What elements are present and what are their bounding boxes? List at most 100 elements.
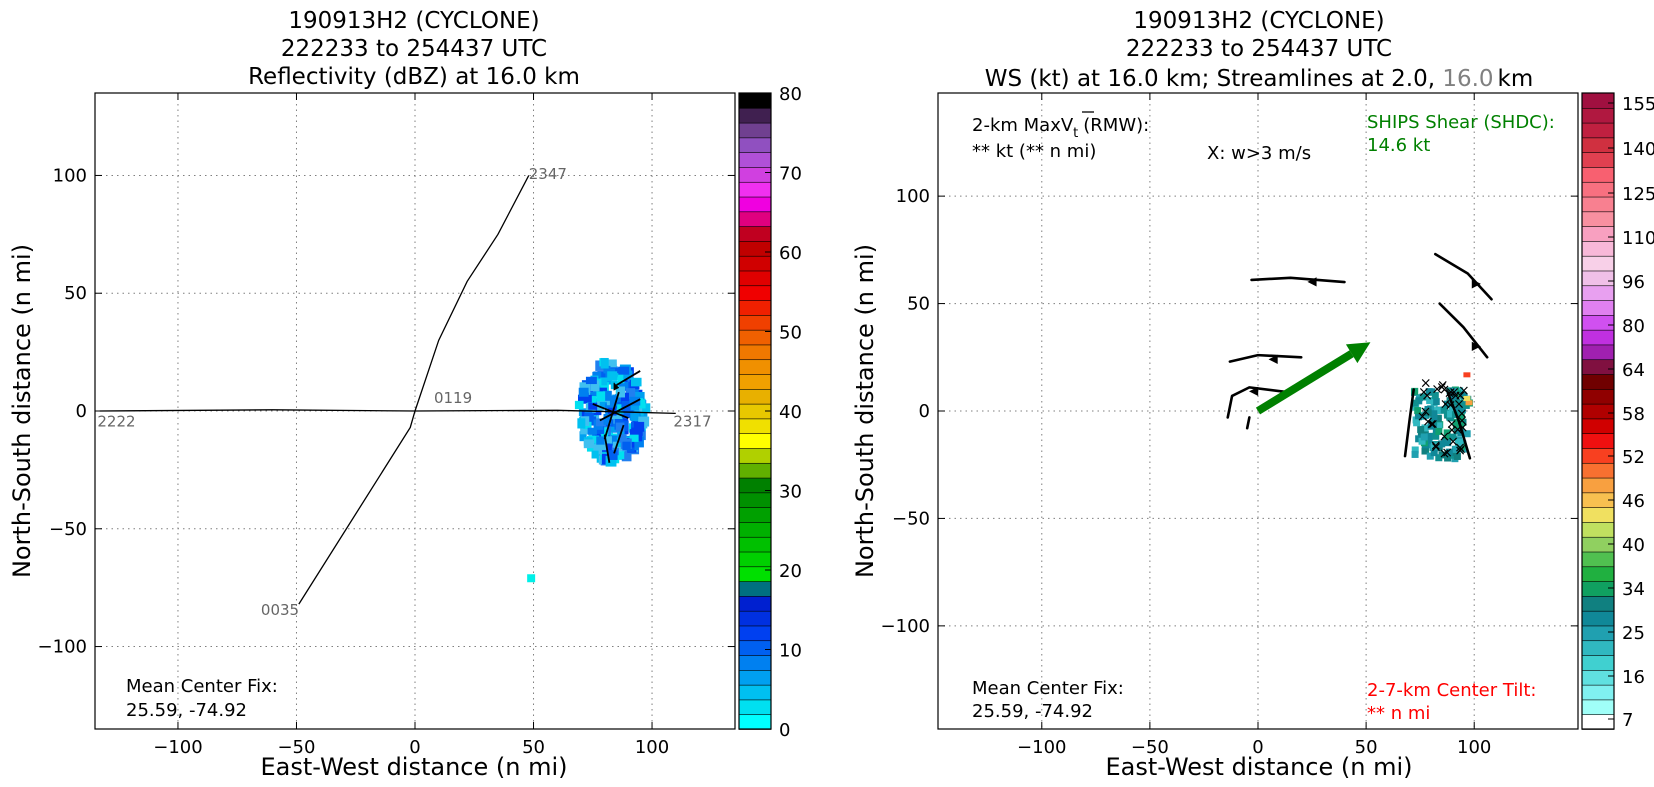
colorbar-tick-label: 140 [1622, 139, 1654, 160]
updraft-marker: × [1436, 379, 1448, 395]
reflectivity-cell [591, 450, 599, 459]
windspeed-cell [1417, 425, 1425, 433]
colorbar-swatch [1581, 196, 1615, 213]
reflectivity-cell [625, 388, 636, 399]
reflectivity-cell [596, 391, 606, 402]
reflectivity-cell [596, 436, 605, 445]
colorbar-swatch [738, 521, 772, 538]
right-colorbar: 155 140 125 110 96 80 64 58 52 46 40 34 25 16 7 [1581, 92, 1654, 731]
reflectivity-cell [623, 401, 634, 412]
updraft-marker: × [1422, 414, 1434, 430]
streamline-arrow: ▶ [1472, 276, 1482, 290]
colorbar-swatch [738, 462, 772, 479]
updraft-marker: × [1420, 404, 1432, 420]
reflectivity-cell [618, 366, 630, 375]
colorbar-swatch [1581, 713, 1615, 730]
windspeed-cell [1449, 393, 1457, 401]
reflectivity-cell [603, 413, 612, 425]
windspeed-cell [1435, 444, 1443, 452]
updraft-marker: × [1441, 445, 1453, 461]
reflectivity-cell [620, 410, 631, 419]
windspeed-cell [1451, 445, 1459, 453]
windspeed-cell [1431, 391, 1439, 399]
right-tilt-label: 2-7-km Center Tilt: [1367, 680, 1536, 701]
updraft-marker: × [1430, 440, 1442, 456]
windspeed-cell [1445, 448, 1453, 456]
right-maxvt-label: 2-km MaxVt (RMW): [972, 115, 1149, 141]
streamline [1433, 252, 1493, 301]
colorbar-frame [1581, 92, 1615, 730]
right-ylabel: North-South distance (n mi) [851, 244, 879, 578]
windspeed-cell [1430, 414, 1438, 422]
reflectivity-cell [579, 431, 587, 442]
updraft-marker: × [1457, 420, 1469, 436]
x-tick-label: 0 [409, 737, 420, 758]
y-tick-label: 100 [896, 186, 930, 207]
updraft-marker: × [1439, 446, 1451, 462]
colorbar-swatch [738, 580, 772, 597]
right-panel: 190913H2 (CYCLONE) 222233 to 254437 UTC … [851, 8, 1654, 781]
colorbar-swatch [1581, 314, 1615, 331]
windspeed-cell [1459, 391, 1467, 399]
reflectivity-cell [609, 435, 621, 446]
windspeed-cell [1444, 434, 1452, 442]
colorbar-swatch [738, 684, 772, 701]
windspeed-cell [1443, 429, 1451, 437]
reflectivity-cell [602, 390, 612, 401]
colorbar-swatch [1581, 107, 1615, 124]
y-tick-label: −50 [49, 519, 87, 540]
colorbar-tick-label: 58 [1622, 404, 1645, 425]
colorbar-tick-label: 80 [779, 84, 802, 105]
colorbar-swatch [738, 137, 772, 153]
colorbar-swatch [1581, 388, 1615, 405]
reflectivity-cell [612, 367, 622, 375]
reflectivity-cell [618, 434, 627, 443]
windspeed-cell [1452, 405, 1460, 413]
colorbar-tick-label: 80 [1622, 316, 1645, 337]
streamline-arrow: ▶ [1472, 338, 1482, 352]
colorbar-swatch [1581, 92, 1615, 109]
right-title-main: WS (kt) at 16.0 km; Streamlines at 2.0, [985, 66, 1435, 92]
updraft-marker: × [1458, 383, 1470, 399]
updraft-marker: × [1454, 440, 1466, 456]
reflectivity-cell [608, 450, 618, 460]
colorbar-swatch [738, 713, 772, 730]
reflectivity-cell [629, 434, 639, 442]
colorbar-swatch [1581, 225, 1615, 242]
windspeed-cell [1463, 372, 1471, 378]
reflectivity-cell [607, 422, 617, 433]
colorbar-swatch [738, 492, 772, 508]
colorbar-swatch [738, 669, 772, 686]
colorbar-tick-label: 20 [779, 561, 802, 582]
updraft-marker: × [1450, 388, 1462, 404]
colorbar-swatch [1581, 521, 1615, 538]
colorbar-swatch [738, 447, 772, 464]
colorbar-tick-label: 25 [1622, 623, 1645, 644]
reflectivity-cell [630, 410, 640, 422]
updraft-marker: × [1439, 382, 1451, 398]
windspeed-cell [1425, 436, 1433, 444]
windspeed-cell [1419, 393, 1427, 401]
colorbar-swatch [738, 536, 772, 553]
colorbar-swatch [738, 373, 772, 390]
windspeed-cell [1431, 442, 1439, 450]
colorbar-tick-label: 110 [1622, 228, 1654, 249]
updraft-marker: × [1446, 417, 1458, 433]
updraft-marker: × [1426, 416, 1438, 432]
colorbar-tick-label: 52 [1622, 447, 1645, 468]
left-plot-frame [94, 92, 736, 730]
updraft-marker: × [1454, 443, 1466, 459]
reflectivity-cell [593, 444, 603, 455]
windspeed-cell [1414, 413, 1422, 421]
colorbar-swatch [1581, 477, 1615, 494]
reflectivity-cell [600, 382, 609, 391]
windspeed-cell [1420, 412, 1428, 420]
colorbar-swatch [1581, 373, 1615, 390]
reflectivity-cell [605, 455, 617, 467]
updraft-marker: × [1455, 388, 1467, 404]
streamline-arrow: ◀ [1249, 384, 1259, 398]
streamline [1403, 388, 1415, 458]
reflectivity-cell [599, 399, 609, 408]
windspeed-cell [1414, 407, 1422, 415]
right-plot-area: −100 −50 0 50 100100500−50−100××××××××××××××… [881, 93, 1578, 758]
